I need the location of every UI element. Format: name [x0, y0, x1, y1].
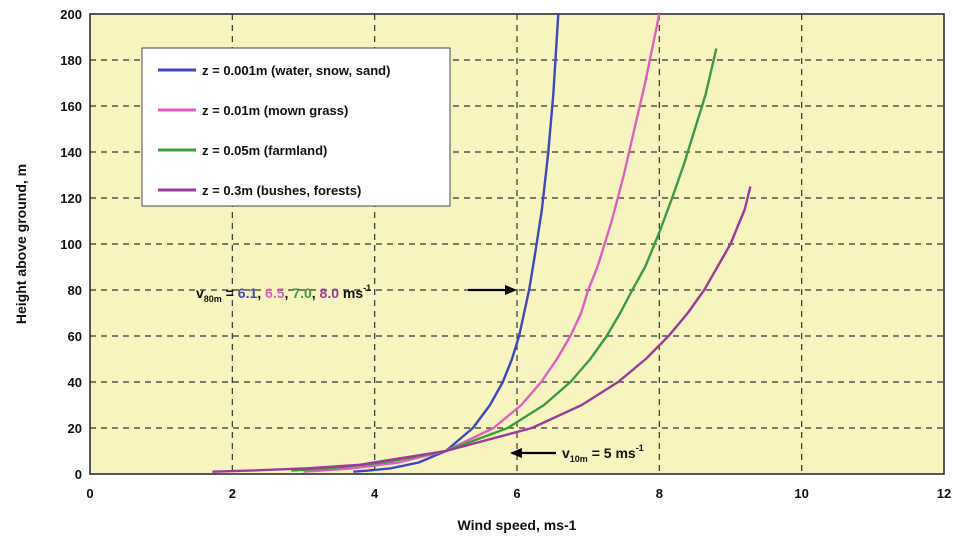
x-tick-label: 12: [937, 486, 951, 501]
legend-label: z = 0.3m (bushes, forests): [202, 183, 361, 198]
v80-separator: ,: [257, 285, 265, 301]
legend-label: z = 0.01m (mown grass): [202, 103, 348, 118]
x-axis-ticks: 0 2 4 6 8 10 12: [86, 486, 951, 501]
y-tick-label: 120: [60, 191, 82, 206]
x-axis-label: Wind speed, ms-1: [458, 517, 577, 533]
x-tick-label: 10: [794, 486, 808, 501]
v10-unit-sup: -1: [636, 443, 644, 453]
x-tick-label: 2: [229, 486, 236, 501]
x-tick-label: 8: [656, 486, 663, 501]
v80-unit: ms: [339, 285, 363, 301]
v80-subscript: 80m: [204, 294, 222, 304]
y-axis-label: Height above ground, m: [13, 164, 29, 324]
y-tick-label: 20: [68, 421, 82, 436]
v80-value: 7.0: [292, 285, 312, 301]
y-axis-ticks: 0 20 40 60 80 100 120 140 160 180 200: [60, 7, 82, 482]
y-tick-label: 160: [60, 99, 82, 114]
y-tick-label: 180: [60, 53, 82, 68]
v80-separator: ,: [285, 285, 293, 301]
legend-label: z = 0.05m (farmland): [202, 143, 327, 158]
y-tick-label: 200: [60, 7, 82, 22]
y-tick-label: 60: [68, 329, 82, 344]
v10-subscript: 10m: [570, 454, 588, 464]
x-tick-label: 0: [86, 486, 93, 501]
v80-equals: =: [222, 285, 238, 301]
legend-label: z = 0.001m (water, snow, sand): [202, 63, 390, 78]
legend: z = 0.001m (water, snow, sand) z = 0.01m …: [142, 48, 450, 206]
v80-value: 6.5: [265, 285, 285, 301]
x-tick-label: 6: [513, 486, 520, 501]
v80-annotation: v80m = 6.1, 6.5, 7.0, 8.0 ms-1: [196, 283, 371, 304]
v80-lead: v: [196, 285, 204, 301]
y-tick-label: 40: [68, 375, 82, 390]
v80-separator: ,: [312, 285, 320, 301]
v10-equals: = 5 ms: [588, 445, 636, 461]
x-tick-label: 4: [371, 486, 379, 501]
v80-value: 8.0: [320, 285, 340, 301]
v80-unit-sup: -1: [363, 283, 371, 293]
y-tick-label: 100: [60, 237, 82, 252]
y-tick-label: 80: [68, 283, 82, 298]
y-tick-label: 0: [75, 467, 82, 482]
v80-value: 6.1: [238, 285, 258, 301]
y-tick-label: 140: [60, 145, 82, 160]
v10-lead: v: [562, 445, 570, 461]
